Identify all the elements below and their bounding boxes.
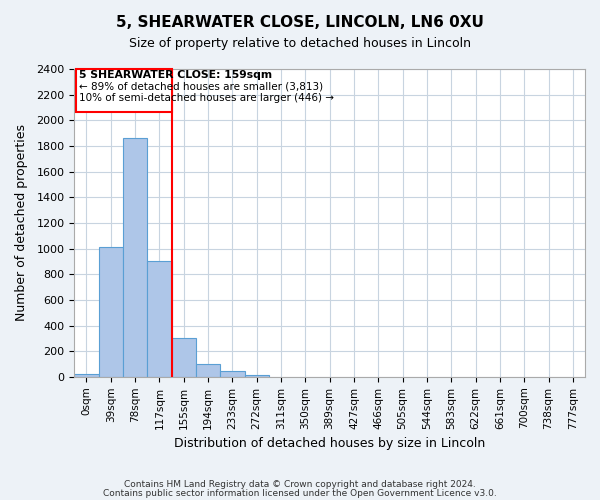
Text: ← 89% of detached houses are smaller (3,813): ← 89% of detached houses are smaller (3,…: [79, 82, 323, 92]
Bar: [98, 248, 123, 377]
Text: 10% of semi-detached houses are larger (446) →: 10% of semi-detached houses are larger (…: [79, 92, 334, 102]
Text: Size of property relative to detached houses in Lincoln: Size of property relative to detached ho…: [129, 38, 471, 51]
Bar: [245, 375, 269, 377]
Bar: [220, 371, 245, 377]
FancyBboxPatch shape: [76, 69, 172, 112]
Text: 5 SHEARWATER CLOSE: 159sqm: 5 SHEARWATER CLOSE: 159sqm: [79, 70, 272, 81]
Bar: [147, 262, 172, 377]
Text: Contains public sector information licensed under the Open Government Licence v3: Contains public sector information licen…: [103, 488, 497, 498]
Text: 5, SHEARWATER CLOSE, LINCOLN, LN6 0XU: 5, SHEARWATER CLOSE, LINCOLN, LN6 0XU: [116, 15, 484, 30]
Bar: [172, 338, 196, 377]
Text: Contains HM Land Registry data © Crown copyright and database right 2024.: Contains HM Land Registry data © Crown c…: [124, 480, 476, 489]
Bar: [196, 364, 220, 377]
Bar: [123, 138, 147, 377]
Y-axis label: Number of detached properties: Number of detached properties: [15, 124, 28, 322]
Bar: [74, 374, 98, 377]
X-axis label: Distribution of detached houses by size in Lincoln: Distribution of detached houses by size …: [174, 437, 485, 450]
